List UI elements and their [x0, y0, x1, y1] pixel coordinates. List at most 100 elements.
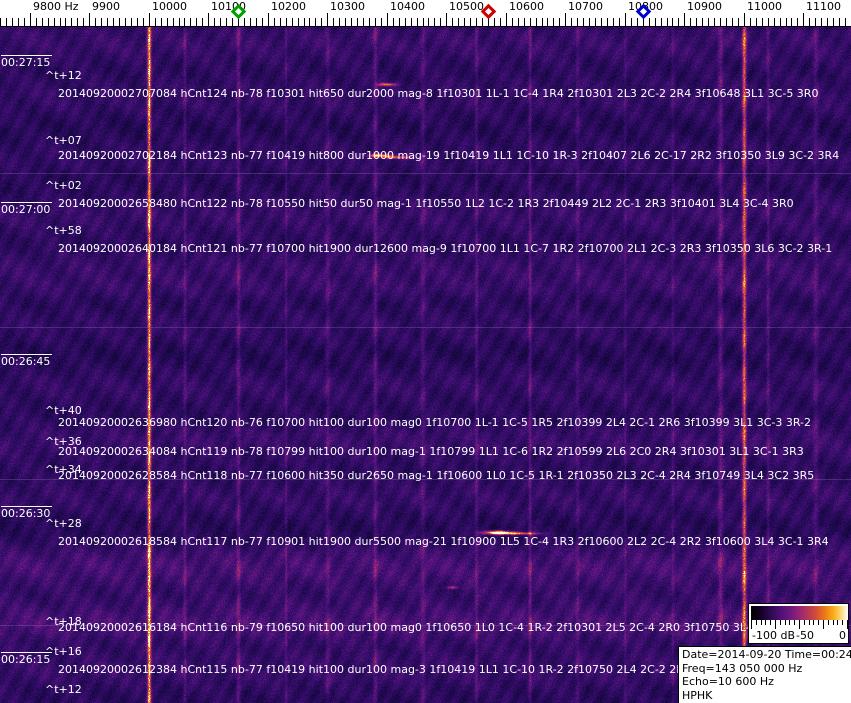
- ruler-tick-minor: [238, 18, 239, 27]
- ruler-tick-major: [744, 13, 745, 27]
- event-detection-record: 20140920002612384 hCnt115 nb-77 f10419 h…: [58, 663, 819, 676]
- ruler-label: 10300: [330, 0, 365, 13]
- colorbar-tick-minor: [780, 620, 781, 625]
- event-time-offset: ^t+34: [45, 463, 82, 476]
- ruler-tick-minor: [732, 18, 733, 27]
- ruler-tick-minor: [173, 18, 174, 27]
- ruler-tick-minor: [220, 18, 221, 27]
- event-detection-record: 20140920002634084 hCnt119 nb-78 f10799 h…: [58, 445, 804, 458]
- ruler-tick-minor: [571, 18, 572, 27]
- ruler-tick-minor: [196, 18, 197, 27]
- event-time-offset: ^t+58: [45, 224, 82, 237]
- ruler-tick-minor: [214, 18, 215, 27]
- ruler-tick-minor: [42, 18, 43, 27]
- ruler-tick-major: [89, 13, 90, 27]
- spectrogram-plot[interactable]: 00:27:15 00:27:00 00:26:45 00:26:30 00:26:15…: [0, 27, 851, 703]
- ruler-tick-minor: [839, 18, 840, 27]
- ruler-tick-minor: [518, 18, 519, 27]
- ruler-tick-minor: [137, 18, 138, 27]
- frequency-ruler[interactable]: 9800 Hz 9900 10000 10100 10200 10300 10400 1050…: [0, 0, 851, 27]
- ruler-tick-minor: [553, 18, 554, 27]
- ruler-tick-minor: [262, 18, 263, 27]
- ruler-tick-minor: [512, 18, 513, 27]
- ruler-label: 9800 Hz: [33, 0, 79, 13]
- event-time-offset: ^t+12: [45, 69, 82, 82]
- ruler-label: 10400: [390, 0, 425, 13]
- ruler-tick-minor: [696, 18, 697, 27]
- ruler-baseline: [0, 26, 851, 27]
- event-detection-record: 20140920002607684 hCnt114 nb-77 f10650 h…: [58, 702, 808, 703]
- ruler-tick-minor: [60, 18, 61, 27]
- ruler-tick-minor: [738, 18, 739, 27]
- ruler-tick-minor: [357, 18, 358, 27]
- info-station: HPHK: [682, 688, 713, 702]
- ruler-tick-minor: [536, 18, 537, 27]
- event-time-offset: ^t+18: [45, 615, 82, 628]
- colorbar-tick-minor: [809, 620, 810, 625]
- ruler-tick-minor: [315, 18, 316, 27]
- ruler-label: 11100: [806, 0, 841, 13]
- event-time-offset: ^t+02: [45, 179, 82, 192]
- ruler-tick-minor: [190, 18, 191, 27]
- ruler-tick-minor: [12, 18, 13, 27]
- info-echo: Echo=10 600 Hz: [682, 675, 774, 688]
- colorbar-label-max: 0: [839, 629, 846, 642]
- ruler-tick-minor: [184, 18, 185, 27]
- colorbar-tick-minor: [785, 620, 786, 625]
- ruler-tick-minor: [690, 18, 691, 27]
- ruler-tick-minor: [226, 18, 227, 27]
- ruler-tick-minor: [399, 18, 400, 27]
- ruler-tick-minor: [95, 18, 96, 27]
- ruler-tick-minor: [762, 18, 763, 27]
- ruler-tick-minor: [559, 18, 560, 27]
- ruler-tick-minor: [54, 18, 55, 27]
- ruler-tick-major: [506, 13, 507, 27]
- ruler-tick-minor: [649, 18, 650, 27]
- ruler-tick-minor: [107, 18, 108, 27]
- ruler-tick-minor: [405, 18, 406, 27]
- ruler-tick-minor: [702, 18, 703, 27]
- ruler-tick-minor: [393, 18, 394, 27]
- ruler-tick-minor: [708, 18, 709, 27]
- colorbar-label-min: -100 dB: [752, 629, 795, 642]
- colorbar-tick-minor: [765, 620, 766, 625]
- ruler-tick-minor: [298, 18, 299, 27]
- ruler-tick-minor: [577, 18, 578, 27]
- ruler-tick-minor: [428, 18, 429, 27]
- ruler-tick-minor: [250, 18, 251, 27]
- ruler-tick-minor: [500, 18, 501, 27]
- ruler-tick-minor: [375, 18, 376, 27]
- ruler-tick-minor: [167, 18, 168, 27]
- ruler-tick-minor: [309, 18, 310, 27]
- colorbar-label-mid: -50: [796, 629, 814, 642]
- ruler-tick-minor: [244, 18, 245, 27]
- ruler-tick-minor: [619, 18, 620, 27]
- info-box: Date=2014-09-20 Time=00:24 UTC Freq=143 …: [678, 646, 851, 703]
- ruler-tick-minor: [488, 18, 489, 27]
- ruler-tick-minor: [714, 18, 715, 27]
- ruler-tick-major: [565, 13, 566, 27]
- info-frequency: Freq=143 050 000 Hz: [682, 661, 803, 675]
- marker-center: [484, 7, 493, 16]
- colorbar-tick-major: [847, 620, 848, 629]
- ruler-tick-minor: [661, 18, 662, 27]
- ruler-tick-minor: [333, 18, 334, 27]
- ruler-tick-minor: [48, 18, 49, 27]
- ruler-tick-minor: [678, 18, 679, 27]
- colorbar-tick-minor: [789, 620, 790, 625]
- ruler-tick-minor: [547, 18, 548, 27]
- event-detection-record: 20140920002658480 hCnt122 nb-78 f10550 h…: [58, 197, 794, 210]
- spectrogram-image[interactable]: [0, 27, 851, 703]
- ruler-tick-major: [268, 13, 269, 27]
- ruler-tick-minor: [161, 18, 162, 27]
- ruler-tick-minor: [321, 18, 322, 27]
- colorbar-tick-minor: [770, 620, 771, 625]
- ruler-tick-minor: [833, 18, 834, 27]
- ruler-tick-minor: [720, 18, 721, 27]
- ruler-tick-minor: [232, 18, 233, 27]
- ruler-tick-minor: [24, 18, 25, 27]
- ruler-tick-major: [30, 13, 31, 27]
- ruler-label: 10700: [568, 0, 603, 13]
- time-axis-label: 00:27:00: [1, 202, 53, 216]
- ruler-tick-major: [208, 13, 209, 27]
